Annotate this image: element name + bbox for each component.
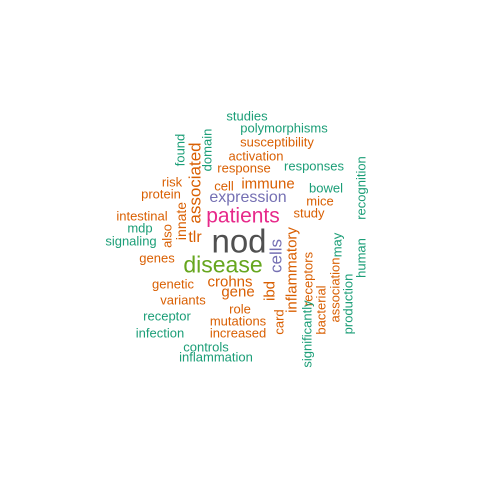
- word-role: role: [229, 301, 251, 317]
- word-tlr: tlr: [188, 229, 202, 246]
- word-found: found: [172, 133, 188, 167]
- word-recognition: recognition: [353, 156, 369, 220]
- word-bowel: bowel: [309, 180, 343, 196]
- word-study: study: [293, 205, 325, 221]
- word-card: card: [271, 309, 287, 335]
- word-receptor: receptor: [143, 308, 191, 324]
- word-inflammatory: inflammatory: [283, 227, 301, 313]
- word-activation: activation: [228, 148, 284, 164]
- word-variants: variants: [160, 292, 206, 308]
- word-domain: domain: [199, 128, 215, 172]
- word-susceptibility: susceptibility: [240, 134, 314, 150]
- word-studies: studies: [226, 108, 268, 124]
- word-disease: disease: [183, 251, 263, 278]
- word-protein: protein: [141, 186, 181, 202]
- word-intestinal: intestinal: [116, 208, 168, 224]
- word-crohns: crohns: [207, 273, 253, 291]
- word-increased: increased: [209, 325, 267, 341]
- word-cells: cells: [266, 238, 286, 274]
- word-expression: expression: [209, 189, 287, 206]
- word-may: may: [329, 232, 345, 258]
- word-bacterial: bacterial: [313, 285, 329, 335]
- word-responses: responses: [284, 158, 344, 174]
- word-mdp: mdp: [127, 220, 153, 236]
- word-risk: risk: [161, 174, 183, 190]
- word-immune: immune: [241, 175, 295, 193]
- word-human: human: [353, 238, 369, 278]
- word-cell: cell: [214, 178, 234, 194]
- word-nod: nod: [211, 222, 267, 260]
- word-signaling: signaling: [105, 233, 157, 249]
- word-patients: patients: [206, 204, 280, 228]
- word-mice: mice: [306, 193, 334, 209]
- word-inflammation: inflammation: [179, 349, 253, 365]
- word-also: also: [159, 224, 175, 248]
- word-infection: infection: [135, 325, 185, 341]
- word-genetic: genetic: [152, 276, 194, 292]
- word-mutations: mutations: [209, 313, 267, 329]
- word-ibd: ibd: [261, 280, 279, 302]
- word-polymorphisms: polymorphisms: [240, 120, 328, 136]
- word-innate: innate: [173, 201, 189, 241]
- word-significantly: significantly: [299, 300, 315, 368]
- word-controls: controls: [183, 339, 229, 355]
- word-production: production: [340, 273, 356, 335]
- word-genes: genes: [139, 250, 175, 266]
- word-response: response: [217, 160, 271, 176]
- word-gene: gene: [221, 283, 255, 301]
